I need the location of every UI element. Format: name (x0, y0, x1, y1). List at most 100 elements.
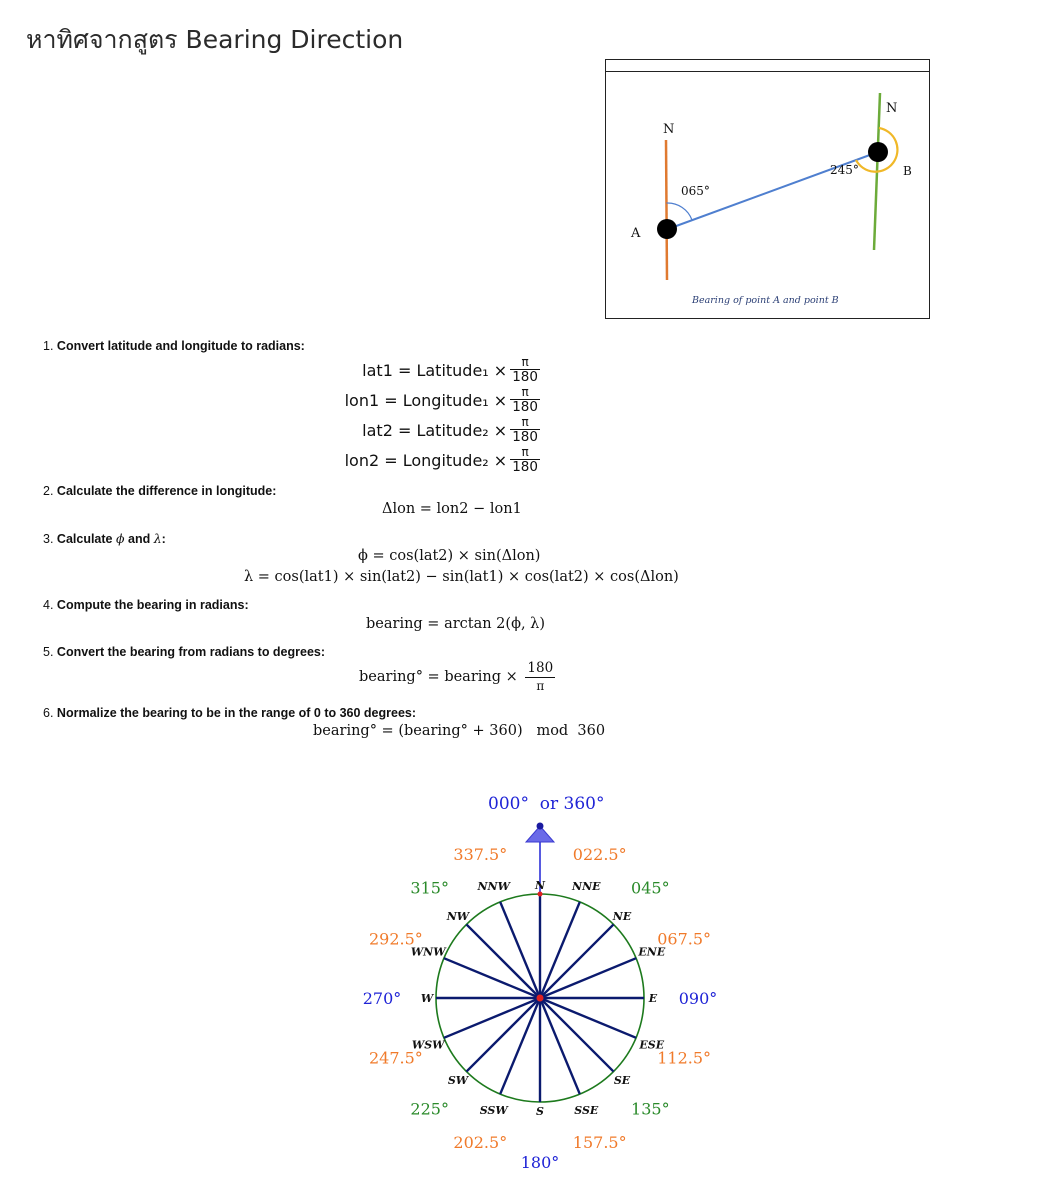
formula-bearing-rad: bearing = arctan 2(ϕ, λ) (366, 616, 546, 632)
compass-north-point (537, 891, 543, 897)
compass-spoke (539, 923, 615, 999)
step-6-label: 6. Normalize the bearing to be in the ra… (43, 706, 416, 720)
fraction: π 180 (510, 445, 540, 475)
step-text-and: and (124, 532, 154, 546)
compass-abbr-sse: SSE (574, 1104, 599, 1117)
lambda-symbol: λ (153, 531, 162, 546)
angle-b-label: 245° (830, 163, 859, 177)
angle-a-label: 065° (681, 184, 710, 198)
formula-lon1: lon1 = Longitude₁ × π 180 (340, 385, 540, 415)
formula-bearing-deg: bearing° = bearing × 180 π (359, 660, 556, 694)
formula-dlon: Δlon = lon2 − lon1 (382, 501, 522, 517)
compass-degree-ene: 067.5° (657, 929, 711, 948)
page-title: หาทิศจากสูตร Bearing Direction (26, 25, 404, 54)
compass-top-label: 000° or 360° (488, 794, 604, 814)
step-3-label: 3. Calculate ϕ and λ: (43, 531, 166, 546)
step-number: 5. (43, 645, 54, 659)
formula-text: lon1 = Longitude₁ × (344, 390, 508, 410)
numerator: π (521, 354, 529, 369)
compass-spoke (499, 997, 542, 1095)
compass-spoke (538, 901, 581, 999)
step-1-label: 1. Convert latitude and longitude to rad… (43, 339, 305, 353)
formula-phi: ϕ = cos(lat2) × sin(Δlon) (358, 548, 541, 564)
radians-formulas: lat1 = Latitude₁ × π 180 lon1 = Longitude… (340, 355, 540, 475)
compass-degree-s: 180° (521, 1153, 560, 1172)
compass-degree-ese: 112.5° (657, 1049, 711, 1068)
step-text: Calculate the difference in longitude: (56, 484, 277, 498)
denominator: 180 (510, 398, 540, 415)
compass-abbr-nne: NNE (571, 880, 601, 893)
compass-ring (435, 893, 645, 1103)
north-line-a (664, 139, 669, 281)
step-5-label: 5. Convert the bearing from radians to d… (43, 645, 325, 659)
step-number: 4. (43, 598, 54, 612)
bearing-figure: N N A B 065° 245° Bearing of point A and… (605, 59, 930, 319)
step-text: Convert latitude and longitude to radian… (56, 339, 305, 353)
compass-spoke (443, 996, 541, 1039)
step-number: 1. (43, 339, 54, 353)
step-number: 2. (43, 484, 54, 498)
compass-degree-e: 090° (679, 989, 718, 1008)
formula-lat2: lat2 = Latitude₂ × π 180 (340, 415, 540, 445)
compass-abbr-nw: NW (446, 910, 471, 923)
compass-abbr-ssw: SSW (480, 1104, 510, 1117)
compass-degree-nnw: 337.5° (453, 845, 507, 864)
figure-caption: Bearing of point A and point B (691, 295, 839, 306)
denominator: π (525, 677, 556, 694)
compass-abbr-ese: ESE (638, 1038, 664, 1051)
compass-spoke (539, 996, 637, 1039)
numerator: π (521, 384, 529, 399)
step-number: 6. (43, 706, 54, 720)
step-2-label: 2. Calculate the difference in longitude… (43, 484, 276, 498)
compass-abbr-wsw: WSW (412, 1038, 446, 1051)
line-a-to-b (667, 151, 879, 230)
numerator: π (521, 414, 529, 429)
compass-degree-sse: 157.5° (573, 1133, 627, 1152)
fraction: π 180 (510, 384, 540, 415)
compass-degree-ssw: 202.5° (453, 1133, 507, 1152)
compass-degree-wsw: 247.5° (369, 1049, 423, 1068)
fraction: π 180 (510, 414, 540, 445)
angle-arc-a (666, 202, 693, 221)
denominator: 180 (510, 428, 540, 445)
numerator: 180 (527, 660, 554, 676)
compass-degree-ne: 045° (631, 879, 670, 898)
compass-abbr-n: N (534, 879, 546, 892)
compass-spoke (443, 957, 541, 1000)
compass-spoke (538, 997, 581, 1095)
north-arrow-tip (536, 822, 544, 830)
fraction: π 180 (510, 354, 540, 385)
step-text-colon: : (161, 532, 166, 546)
north-label-b: N (886, 101, 897, 116)
bearing-diagram: N N A B 065° 245° Bearing of point A and… (630, 92, 912, 306)
step-text: Calculate (56, 532, 113, 546)
formula-lambda: λ = cos(lat1) × sin(lat2) − sin(lat1) × … (244, 569, 679, 585)
denominator: 180 (510, 368, 540, 385)
fraction: 180 π (525, 660, 556, 694)
compass-abbr-ne: NE (612, 910, 632, 923)
compass-spoke (539, 957, 637, 1000)
compass-degree-nne: 022.5° (573, 845, 627, 864)
compass-abbr-ene: ENE (637, 946, 665, 959)
compass-degree-se: 135° (631, 1099, 670, 1118)
north-label-a: N (663, 122, 674, 137)
formula-text: bearing° = bearing × (359, 669, 518, 685)
step-number: 3. (43, 532, 54, 546)
compass-spoke (499, 901, 542, 999)
angle-arc-b (855, 126, 899, 173)
step-text: Convert the bearing from radians to degr… (56, 645, 326, 659)
compass-spoke (465, 923, 541, 999)
step-4-label: 4. Compute the bearing in radians: (43, 598, 249, 612)
formula-text: lon2 = Longitude₂ × (344, 450, 508, 470)
north-arrow-head (524, 825, 556, 843)
compass-abbr-se: SE (614, 1074, 631, 1087)
point-a-label: A (630, 226, 641, 241)
compass-abbr-wnw: WNW (411, 946, 447, 959)
figure-top-bar (606, 60, 929, 72)
compass-abbr-e: E (648, 992, 658, 1005)
denominator: 180 (510, 458, 540, 475)
compass-spoke (539, 997, 615, 1073)
formula-text: lat2 = Latitude₂ × (362, 420, 508, 440)
formula-lon2: lon2 = Longitude₂ × π 180 (340, 445, 540, 475)
